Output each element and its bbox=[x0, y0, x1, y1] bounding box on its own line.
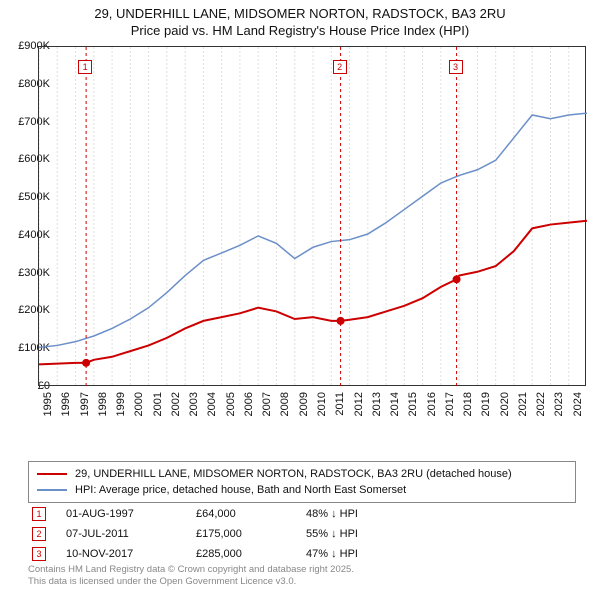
event-row: 3 10-NOV-2017£285,00047% ↓ HPI bbox=[28, 544, 576, 564]
footer-line1: Contains HM Land Registry data © Crown c… bbox=[28, 564, 354, 575]
x-tick-label: 1997 bbox=[79, 392, 91, 416]
sale-point bbox=[82, 359, 90, 367]
legend-item: 29, UNDERHILL LANE, MIDSOMER NORTON, RAD… bbox=[37, 466, 567, 482]
sale-point bbox=[453, 275, 461, 283]
event-diff: 47% ↓ HPI bbox=[306, 548, 576, 560]
title-subtitle: Price paid vs. HM Land Registry's House … bbox=[10, 23, 590, 38]
legend-swatch bbox=[37, 489, 67, 491]
x-tick-label: 2013 bbox=[371, 392, 383, 416]
event-price: £175,000 bbox=[196, 528, 306, 540]
title-block: 29, UNDERHILL LANE, MIDSOMER NORTON, RAD… bbox=[0, 0, 600, 40]
legend-swatch bbox=[37, 473, 67, 475]
title-address: 29, UNDERHILL LANE, MIDSOMER NORTON, RAD… bbox=[10, 6, 590, 21]
x-tick-label: 2021 bbox=[517, 392, 529, 416]
chart-container: 29, UNDERHILL LANE, MIDSOMER NORTON, RAD… bbox=[0, 0, 600, 590]
event-row: 1 01-AUG-1997£64,00048% ↓ HPI bbox=[28, 504, 576, 524]
x-tick-label: 2023 bbox=[553, 392, 565, 416]
event-date: 01-AUG-1997 bbox=[66, 508, 196, 520]
x-tick-label: 2015 bbox=[407, 392, 419, 416]
event-marker-num: 2 bbox=[32, 527, 46, 541]
x-tick-label: 2003 bbox=[188, 392, 200, 416]
x-tick-label: 2020 bbox=[499, 392, 511, 416]
x-tick-label: 2008 bbox=[279, 392, 291, 416]
event-marker-num: 1 bbox=[32, 507, 46, 521]
x-tick-label: 2005 bbox=[225, 392, 237, 416]
x-tick-label: 2019 bbox=[480, 392, 492, 416]
footer: Contains HM Land Registry data © Crown c… bbox=[28, 564, 354, 587]
x-tick-label: 2006 bbox=[243, 392, 255, 416]
event-row: 2 07-JUL-2011£175,00055% ↓ HPI bbox=[28, 524, 576, 544]
x-tick-label: 2012 bbox=[353, 392, 365, 416]
legend-item: HPI: Average price, detached house, Bath… bbox=[37, 482, 567, 498]
plot-svg bbox=[39, 47, 587, 387]
x-tick-label: 2018 bbox=[462, 392, 474, 416]
sale-point bbox=[337, 317, 345, 325]
x-tick-label: 2024 bbox=[572, 392, 584, 416]
x-tick-label: 2022 bbox=[535, 392, 547, 416]
event-date: 07-JUL-2011 bbox=[66, 528, 196, 540]
x-tick-label: 2011 bbox=[334, 392, 346, 416]
event-marker-num: 3 bbox=[32, 547, 46, 561]
event-price: £64,000 bbox=[196, 508, 306, 520]
legend: 29, UNDERHILL LANE, MIDSOMER NORTON, RAD… bbox=[28, 461, 576, 503]
event-diff: 48% ↓ HPI bbox=[306, 508, 576, 520]
x-tick-label: 2004 bbox=[206, 392, 218, 416]
sale-marker-label: 3 bbox=[449, 60, 463, 74]
x-tick-label: 2002 bbox=[170, 392, 182, 416]
plot-region bbox=[38, 46, 586, 386]
x-tick-label: 2017 bbox=[444, 392, 456, 416]
x-tick-label: 2001 bbox=[152, 392, 164, 416]
x-tick-label: 1999 bbox=[115, 392, 127, 416]
x-tick-label: 2007 bbox=[261, 392, 273, 416]
sale-marker-label: 1 bbox=[78, 60, 92, 74]
chart-area: £0£100K£200K£300K£400K£500K£600K£700K£80… bbox=[8, 46, 592, 416]
events-table: 1 01-AUG-1997£64,00048% ↓ HPI 2 07-JUL-2011… bbox=[28, 504, 576, 564]
x-tick-label: 2000 bbox=[133, 392, 145, 416]
footer-line2: This data is licensed under the Open Gov… bbox=[28, 576, 354, 587]
x-tick-label: 2009 bbox=[298, 392, 310, 416]
x-tick-label: 2010 bbox=[316, 392, 328, 416]
sale-marker-label: 2 bbox=[333, 60, 347, 74]
x-tick-label: 1995 bbox=[42, 392, 54, 416]
x-tick-label: 2014 bbox=[389, 392, 401, 416]
x-tick-label: 1996 bbox=[60, 392, 72, 416]
x-axis: 1995 1996 1997 1998 1999 2000 2001 2002 2003 2004… bbox=[38, 388, 586, 418]
event-price: £285,000 bbox=[196, 548, 306, 560]
event-date: 10-NOV-2017 bbox=[66, 548, 196, 560]
x-tick-label: 2016 bbox=[426, 392, 438, 416]
legend-label: HPI: Average price, detached house, Bath… bbox=[75, 484, 406, 496]
legend-label: 29, UNDERHILL LANE, MIDSOMER NORTON, RAD… bbox=[75, 468, 512, 480]
event-diff: 55% ↓ HPI bbox=[306, 528, 576, 540]
x-tick-label: 1998 bbox=[97, 392, 109, 416]
